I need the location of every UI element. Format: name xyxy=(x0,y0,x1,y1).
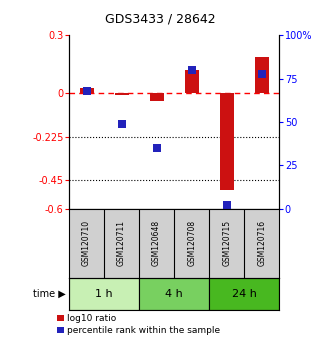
Text: 1 h: 1 h xyxy=(95,289,113,299)
Point xyxy=(119,121,124,127)
Bar xyxy=(209,278,279,310)
Point xyxy=(154,145,159,151)
Point xyxy=(189,67,194,73)
Bar xyxy=(115,93,129,95)
Bar xyxy=(69,278,139,310)
Bar xyxy=(255,57,269,93)
Bar xyxy=(185,70,199,93)
Text: GDS3433 / 28642: GDS3433 / 28642 xyxy=(105,12,216,25)
Point xyxy=(224,202,229,208)
Text: 24 h: 24 h xyxy=(232,289,257,299)
Bar xyxy=(220,93,234,190)
Point xyxy=(259,71,264,76)
Text: GSM120715: GSM120715 xyxy=(222,220,231,267)
Text: GSM120711: GSM120711 xyxy=(117,221,126,266)
Text: 4 h: 4 h xyxy=(165,289,183,299)
Legend: log10 ratio, percentile rank within the sample: log10 ratio, percentile rank within the … xyxy=(57,314,221,335)
Bar xyxy=(150,93,164,101)
Text: GSM120710: GSM120710 xyxy=(82,220,91,267)
Bar xyxy=(80,88,93,93)
Bar xyxy=(139,278,209,310)
Text: GSM120716: GSM120716 xyxy=(257,220,266,267)
Text: time ▶: time ▶ xyxy=(33,289,66,299)
Text: GSM120708: GSM120708 xyxy=(187,220,196,267)
Text: GSM120648: GSM120648 xyxy=(152,220,161,267)
Point xyxy=(84,88,89,94)
